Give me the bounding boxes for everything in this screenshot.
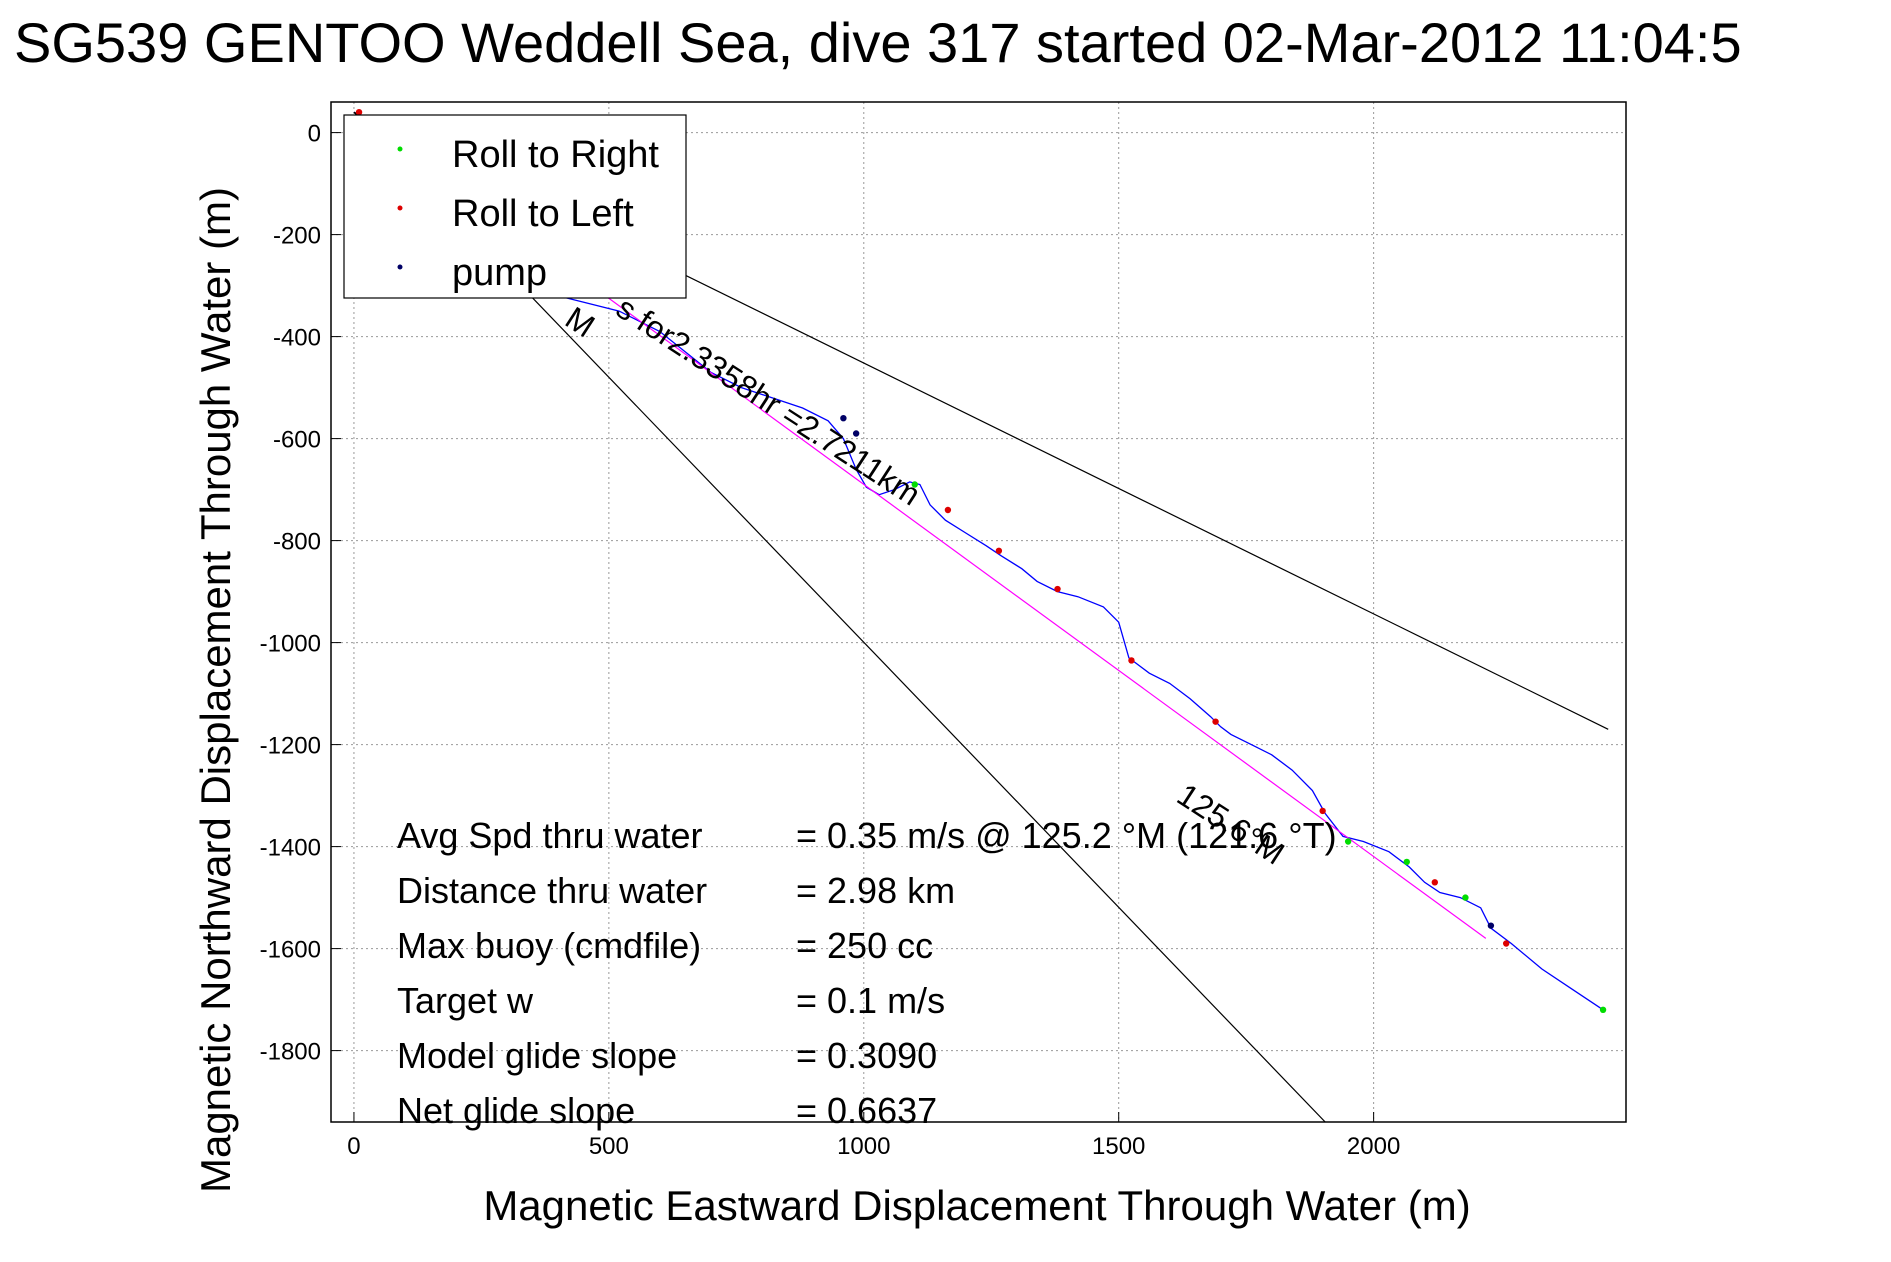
y-tick-label: -1800 [260,1039,321,1066]
marker-roll-left [944,506,952,514]
x-tick-label: 0 [347,1133,360,1160]
marker-roll-left [995,547,1003,554]
y-tick-label: -200 [273,223,321,250]
marker-roll-right [1599,1006,1607,1013]
chart-title: SG539 GENTOO Weddell Sea, dive 317 start… [14,11,1742,74]
x-tick-label: 500 [589,1133,629,1160]
legend-marker [397,146,403,152]
y-axis-label: Magnetic Northward Displacement Through … [192,187,239,1193]
marker-roll-left [355,109,363,116]
legend-marker [397,205,403,211]
x-tick-label: 1500 [1092,1133,1145,1160]
stats-label: Target w [397,980,534,1021]
stats-value: = 0.3090 [796,1035,937,1076]
legend-label: pump [452,252,547,294]
marker-roll-left [1128,657,1135,664]
y-tick-label: -600 [273,427,321,454]
stats-label: Net glide slope [397,1090,635,1131]
stats-block: Avg Spd thru water = 0.35 m/s @ 125.2 °M … [397,815,1337,1131]
legend-marker [397,264,403,270]
marker-roll-right [1462,894,1469,901]
marker-roll-right [911,481,918,488]
y-tick-label: -400 [273,325,321,352]
marker-pump [1487,922,1495,929]
stats-label: Avg Spd thru water [397,815,703,856]
stats-label: Distance thru water [397,870,707,911]
legend-label: Roll to Right [452,134,659,176]
marker-roll-right [1403,858,1410,866]
plot-frame [330,101,1627,1123]
legend-label: Roll to Left [452,193,634,235]
stats-value: = 0.6637 [796,1090,937,1131]
marker-roll-left [1431,879,1439,886]
marker-roll-right [1344,838,1352,845]
marker-pump [840,415,847,422]
x-tick-label: 2000 [1347,1133,1400,1160]
y-tick-label: -800 [273,529,321,556]
marker-roll-left [1502,940,1510,947]
marker-roll-left [1319,807,1326,815]
marker-layer [355,109,1607,1013]
marker-roll-left [1054,585,1061,593]
y-tick-label: -1000 [260,631,321,658]
legend: Roll to Right Roll to Left pump [343,114,687,299]
stats-label: Max buoy (cmdfile) [397,925,701,966]
stats-value: = 0.35 m/s @ 125.2 °M (121.6 °T) [796,815,1337,856]
x-axis-label: Magnetic Eastward Displacement Through W… [483,1182,1470,1229]
stats-value: = 2.98 km [796,870,955,911]
stats-value: = 250 cc [796,925,933,966]
y-tick-label: -1200 [260,733,321,760]
y-tick-label: -1600 [260,937,321,964]
y-tick-label: -1400 [260,835,321,862]
y-tick-label: 0 [308,121,321,148]
stats-value: = 0.1 m/s [796,980,945,1021]
stats-label: Model glide slope [397,1035,677,1076]
axis-ticks: 0 500 1000 1500 2000 0 -200 -400 -600 -800 -1000 -1… [260,121,1401,1160]
marker-roll-left [1212,718,1219,725]
x-tick-label: 1000 [837,1133,890,1160]
series-line-1 [353,111,1604,1011]
marker-pump [852,430,860,437]
